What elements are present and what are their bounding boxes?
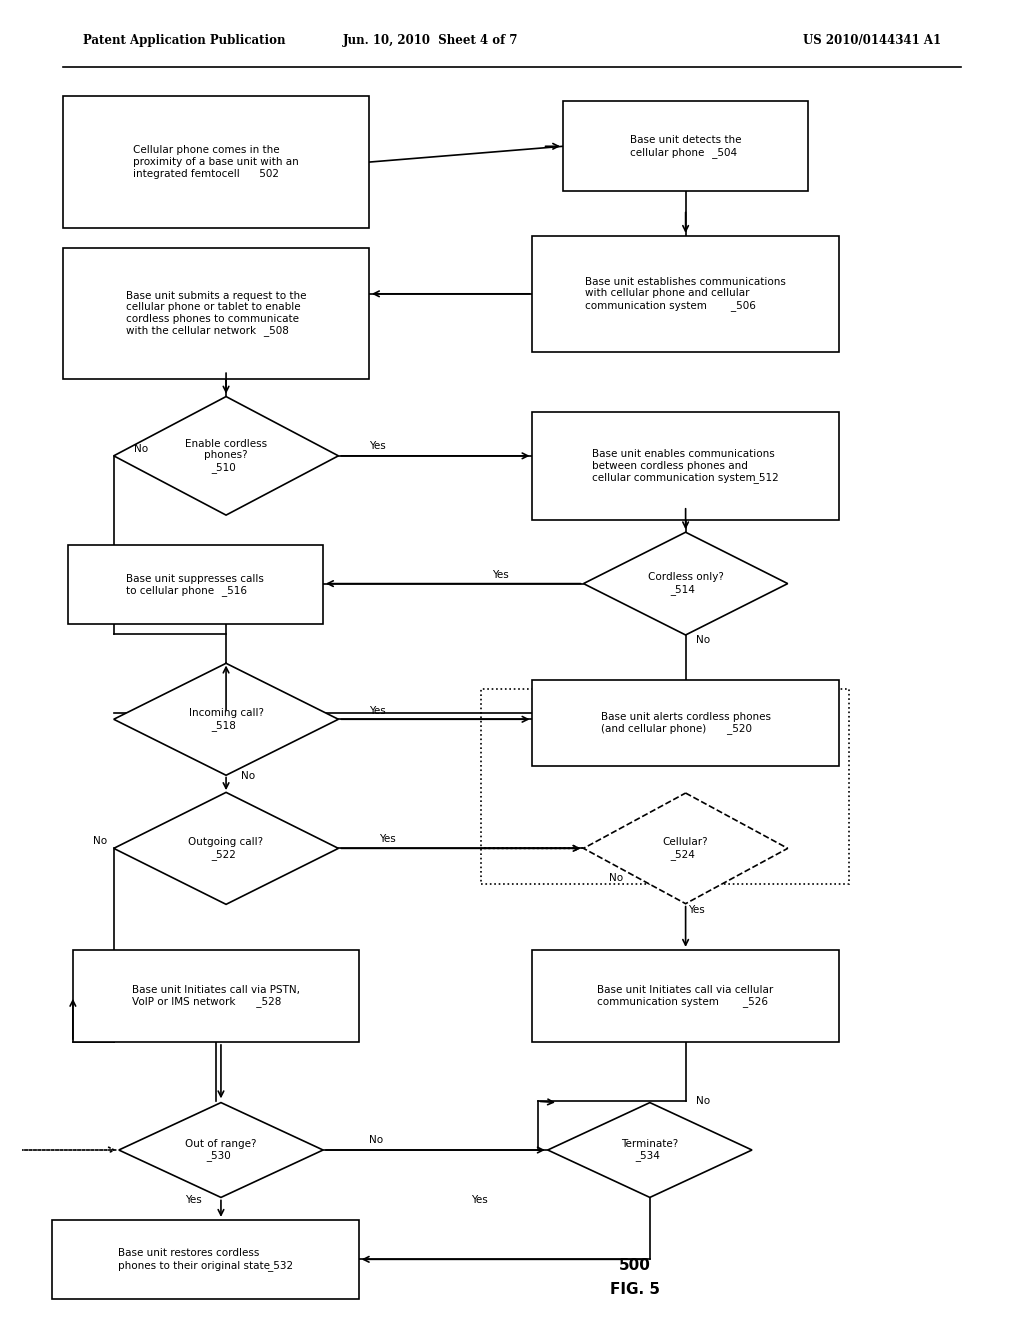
FancyBboxPatch shape [62,248,369,379]
Text: No: No [696,635,710,645]
Text: No: No [609,874,624,883]
Text: Yes: Yes [185,1195,202,1205]
Text: Patent Application Publication: Patent Application Publication [83,34,286,48]
Text: Cordless only?
̲514: Cordless only? ̲514 [647,573,724,595]
Text: No: No [242,771,256,780]
Text: Terminate?
̲534: Terminate? ̲534 [622,1139,679,1162]
Polygon shape [114,792,338,904]
Text: Yes: Yes [492,570,508,581]
Text: Base unit Initiates call via cellular
communication system         ̲526: Base unit Initiates call via cellular co… [597,985,774,1007]
Text: FIG. 5: FIG. 5 [609,1282,659,1298]
Text: No: No [134,444,148,454]
FancyBboxPatch shape [532,950,839,1041]
FancyBboxPatch shape [68,545,324,624]
Text: Base unit restores cordless
phones to their original state ̲532: Base unit restores cordless phones to th… [118,1249,293,1271]
Text: Base unit suppresses calls
to cellular phone    ̲516: Base unit suppresses calls to cellular p… [127,574,264,597]
Text: Base unit establishes communications
with cellular phone and cellular
communicat: Base unit establishes communications wit… [585,277,786,312]
Text: Jun. 10, 2010  Sheet 4 of 7: Jun. 10, 2010 Sheet 4 of 7 [343,34,518,48]
Polygon shape [119,1102,324,1197]
Text: US 2010/0144341 A1: US 2010/0144341 A1 [803,34,941,48]
Text: No: No [696,1096,710,1106]
FancyBboxPatch shape [62,96,369,228]
FancyBboxPatch shape [532,236,839,351]
Text: 500: 500 [618,1258,650,1274]
Text: Base unit detects the
cellular phone    ̲504: Base unit detects the cellular phone ̲50… [630,135,741,157]
Text: Base unit submits a request to the
cellular phone or tablet to enable
cordless p: Base unit submits a request to the cellu… [126,290,306,337]
Polygon shape [114,663,338,775]
Text: Cellular phone comes in the
proximity of a base unit with an
integrated femtocel: Cellular phone comes in the proximity of… [133,145,299,178]
Polygon shape [584,793,787,904]
Text: Enable cordless
phones?
̲510: Enable cordless phones? ̲510 [185,438,267,473]
Text: Outgoing call?
̲522: Outgoing call? ̲522 [188,837,263,859]
Text: Base unit alerts cordless phones
(and cellular phone)        ̲520: Base unit alerts cordless phones (and ce… [601,711,771,734]
Text: Incoming call?
̲518: Incoming call? ̲518 [188,708,263,730]
Text: No: No [93,837,108,846]
Text: Yes: Yes [369,706,386,715]
Polygon shape [584,532,787,635]
Text: Cellular?
̲524: Cellular? ̲524 [663,837,709,859]
Text: Base unit enables communications
between cordless phones and
cellular communicat: Base unit enables communications between… [592,449,779,483]
Polygon shape [114,396,338,515]
FancyBboxPatch shape [563,102,808,191]
Text: Base unit Initiates call via PSTN,
VoIP or IMS network        ̲528: Base unit Initiates call via PSTN, VoIP … [132,985,300,1007]
Text: No: No [369,1135,383,1146]
FancyBboxPatch shape [532,680,839,766]
Polygon shape [548,1102,752,1197]
Text: Yes: Yes [369,441,386,451]
Text: Yes: Yes [379,834,396,843]
FancyBboxPatch shape [52,1220,358,1299]
Text: Yes: Yes [471,1195,487,1205]
Text: Out of range?
̲530: Out of range? ̲530 [185,1139,257,1162]
FancyBboxPatch shape [532,412,839,520]
Text: Yes: Yes [688,906,705,915]
FancyBboxPatch shape [73,950,358,1041]
